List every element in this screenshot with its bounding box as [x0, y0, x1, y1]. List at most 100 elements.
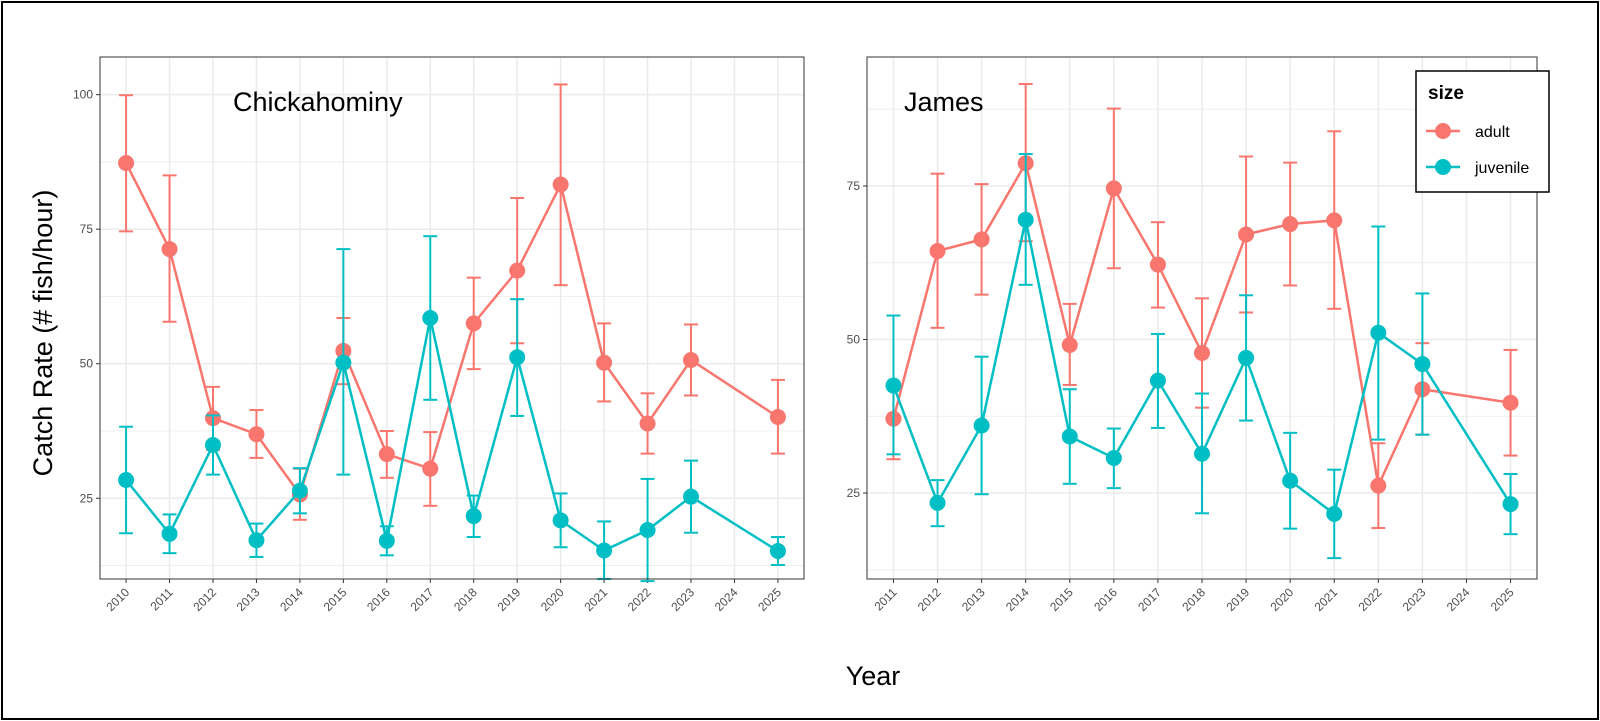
james-x-tick-label: 2019	[1223, 585, 1252, 614]
james-x-tick-label: 2016	[1091, 585, 1120, 614]
chickahominy-x-tick-label: 2020	[538, 585, 567, 614]
chickahominy-juvenile-point	[161, 525, 178, 542]
james-juvenile-point	[1282, 472, 1299, 489]
chickahominy-adult-point	[422, 460, 439, 477]
chickahominy-x-tick-label: 2017	[408, 585, 437, 614]
james-adult-point	[1061, 337, 1078, 354]
chickahominy-x-tick-label: 2019	[495, 585, 524, 614]
chickahominy-y-tick-label: 50	[80, 357, 94, 371]
chickahominy-x-tick-label: 2010	[103, 585, 132, 614]
james-adult-point	[929, 243, 946, 260]
james-x-tick-label: 2011	[871, 585, 899, 613]
james-juvenile-point	[1502, 496, 1519, 513]
james-y-tick-label: 75	[847, 179, 861, 193]
chickahominy-adult-point	[378, 446, 395, 463]
james-juvenile-point	[885, 377, 902, 394]
james-juvenile-point	[1149, 372, 1166, 389]
chickahominy-x-tick-label: 2011	[148, 585, 176, 613]
james-panel-border	[866, 56, 1538, 580]
chickahominy-y-tick-label: 25	[80, 491, 94, 505]
chickahominy-juvenile-point	[204, 437, 221, 454]
james-adult-point	[1502, 394, 1519, 411]
chickahominy-juvenile-point	[639, 522, 656, 539]
james-juvenile-point	[1370, 324, 1387, 341]
james-x-tick-label: 2018	[1179, 585, 1208, 614]
chickahominy-adult-point	[248, 426, 265, 443]
james-x-tick-label: 2020	[1267, 585, 1296, 614]
y-axis-title: Catch Rate (# fish/hour)	[28, 190, 58, 477]
chickahominy-juvenile-point	[509, 349, 526, 366]
chickahominy-x-tick-label: 2015	[321, 585, 350, 614]
legend-label-juvenile: juvenile	[1474, 160, 1529, 177]
chickahominy-adult-point	[683, 351, 700, 368]
chickahominy-y-tick-label: 100	[73, 88, 93, 102]
chickahominy-x-tick-label: 2013	[234, 585, 263, 614]
chickahominy-x-tick-label: 2018	[451, 585, 480, 614]
james-juvenile-point	[929, 494, 946, 511]
james-adult-point	[1326, 212, 1343, 229]
legend-title: size	[1428, 83, 1464, 104]
legend: size adult juvenile	[1415, 70, 1550, 193]
james-y-tick-label: 50	[847, 332, 861, 346]
chickahominy-x-tick-label: 2024	[712, 585, 741, 614]
james-x-tick-label: 2012	[915, 585, 944, 614]
chickahominy-adult-point	[161, 241, 178, 258]
james-juvenile-point	[1061, 428, 1078, 445]
chickahominy-adult-point	[596, 354, 613, 371]
james-adult-point	[1282, 216, 1299, 233]
chickahominy-juvenile-point	[422, 310, 439, 326]
james-juvenile-point	[1326, 505, 1343, 522]
chickahominy-adult-point	[769, 409, 786, 426]
chickahominy-x-tick-label: 2025	[755, 585, 784, 614]
chickahominy-adult-point	[639, 415, 656, 432]
chickahominy-juvenile-point	[378, 532, 395, 549]
panel-chickahominy: 25 50 75 100 2010 2011 2012 2013 2014 2015 2016 201…	[73, 56, 805, 614]
legend-label-adult: adult	[1475, 124, 1510, 141]
james-panel-label: James	[904, 87, 984, 117]
panel-james: 25 50 75 2011 2012 2013 2014 2015 2016 2017 2018 20…	[847, 56, 1538, 614]
james-x-tick-label: 2015	[1047, 585, 1076, 614]
chickahominy-juvenile-point	[465, 508, 482, 525]
x-axis-title: Year	[846, 661, 901, 691]
james-x-tick-label: 2013	[959, 585, 988, 614]
james-adult-point	[973, 231, 990, 248]
chickahominy-adult-point	[118, 155, 135, 172]
james-x-tick-label: 2025	[1488, 585, 1517, 614]
james-y-tick-label: 25	[847, 486, 861, 500]
chickahominy-x-tick-label: 2016	[364, 585, 393, 614]
chickahominy-adult-point	[552, 176, 569, 193]
james-adult-point	[1149, 256, 1166, 273]
james-juvenile-point	[1105, 450, 1122, 467]
james-adult-point	[1194, 345, 1210, 362]
chickahominy-juvenile-point	[335, 354, 352, 371]
chickahominy-y-tick-label: 75	[80, 222, 94, 236]
chickahominy-adult-point	[509, 262, 526, 279]
james-juvenile-point	[1414, 356, 1431, 373]
chickahominy-juvenile-point	[118, 471, 135, 488]
james-juvenile-point	[973, 417, 990, 434]
james-x-tick-label: 2023	[1400, 585, 1429, 614]
chickahominy-x-tick-label: 2022	[625, 585, 654, 614]
legend-key-adult-marker	[1435, 123, 1451, 139]
chickahominy-panel-label: Chickahominy	[233, 87, 403, 117]
legend-key-juvenile-marker	[1435, 159, 1451, 175]
james-x-tick-label: 2022	[1356, 585, 1385, 614]
chickahominy-x-tick-label: 2014	[277, 585, 306, 614]
james-x-tick-label: 2024	[1444, 585, 1473, 614]
chickahominy-juvenile-point	[552, 512, 569, 529]
james-adult-point	[1238, 226, 1255, 243]
james-x-tick-label: 2014	[1003, 585, 1032, 614]
chickahominy-juvenile-point	[248, 532, 265, 549]
chickahominy-juvenile-point	[683, 488, 700, 505]
chickahominy-x-tick-label: 2021	[581, 585, 610, 614]
james-juvenile-point	[1238, 349, 1255, 366]
chickahominy-x-tick-label: 2023	[668, 585, 697, 614]
chickahominy-juvenile-point	[596, 542, 613, 559]
james-x-tick-label: 2017	[1135, 585, 1164, 614]
james-adult-line	[892, 159, 1511, 490]
chickahominy-juvenile-point	[769, 543, 786, 560]
james-adult-point	[1370, 477, 1387, 494]
james-x-tick-label: 2021	[1312, 585, 1341, 614]
james-adult-point	[1105, 180, 1122, 197]
